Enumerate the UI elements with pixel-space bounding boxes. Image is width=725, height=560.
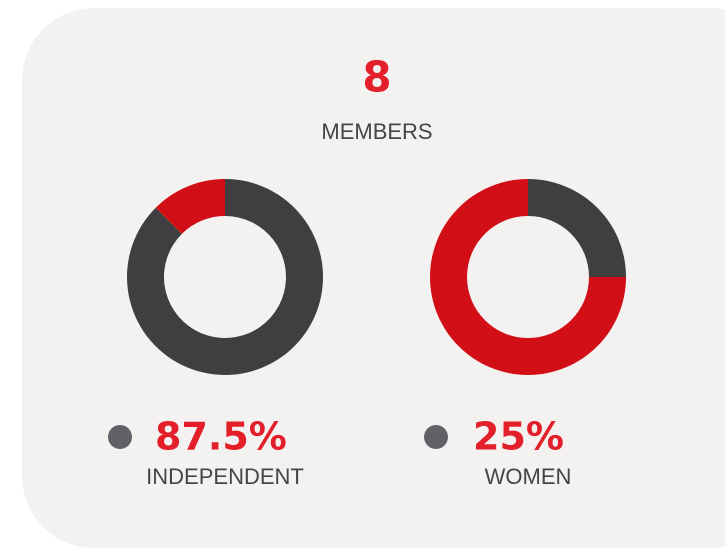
value-label: 25% (473, 415, 564, 459)
card (22, 8, 725, 548)
legend-dot (424, 425, 448, 449)
category-label: WOMEN (485, 464, 572, 489)
category-label: INDEPENDENT (146, 464, 304, 489)
legend-dot (108, 425, 132, 449)
donut-segment (528, 179, 626, 277)
member-label: MEMBERS (321, 119, 432, 144)
member-count: 8 (362, 53, 391, 102)
donut-segment (430, 179, 626, 375)
value-label: 87.5% (155, 415, 287, 459)
donut-segment (155, 179, 225, 234)
